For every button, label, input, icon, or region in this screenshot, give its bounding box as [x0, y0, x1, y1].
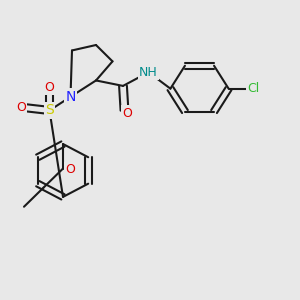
Text: N: N [65, 90, 76, 104]
Text: O: O [123, 107, 132, 120]
Text: Cl: Cl [247, 82, 259, 95]
Text: O: O [45, 81, 54, 94]
Text: O: O [16, 101, 26, 114]
Text: S: S [45, 103, 54, 118]
Text: NH: NH [139, 66, 158, 79]
Text: O: O [66, 164, 75, 176]
